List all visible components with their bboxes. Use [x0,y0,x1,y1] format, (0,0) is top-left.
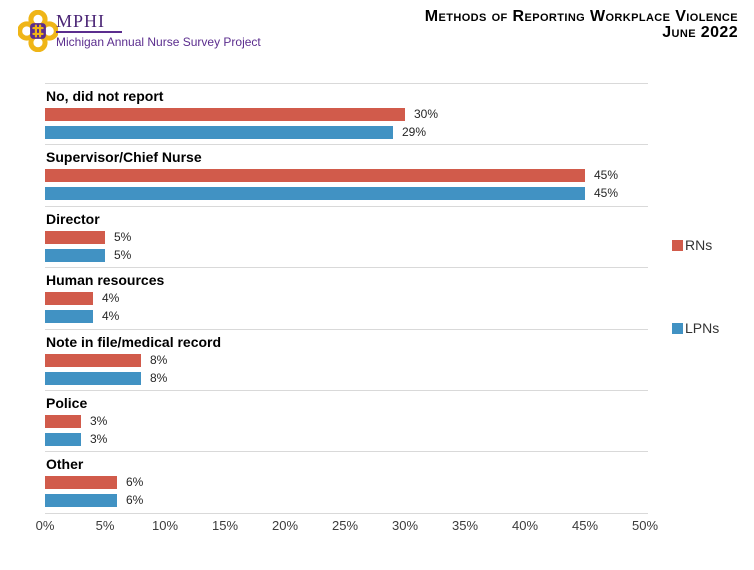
chart-category-row: Human resources 4% 4% [45,267,648,329]
bar-lpns [45,126,393,139]
bar-value-rns: 8% [150,352,168,367]
category-label: Supervisor/Chief Nurse [46,149,202,166]
x-axis-tick-label: 0% [35,518,55,533]
chart-category-row: Police 3% 3% [45,390,648,452]
legend-item-lpns: LPNs [672,320,719,336]
bar-lpns [45,371,141,385]
bar-value-rns: 5% [114,229,132,244]
bar-rns [45,108,405,121]
category-label: Other [46,456,84,473]
bar-lpns [45,494,117,508]
rns-legend-label: RNs [685,237,713,253]
x-axis-tick-label: 30% [391,518,419,533]
bar-value-rns: 30% [414,107,439,121]
bar-value-lpns: 5% [114,247,132,262]
logo-text-block: MPHI Michigan Annual Nurse Survey Projec… [56,11,261,49]
bar-rns [45,230,105,244]
chart-category-row: Other 6% 6% [45,451,648,513]
bar-rns [45,476,117,490]
chart-category-row: Director 5% 5% [45,205,648,268]
bar-value-lpns: 3% [90,432,108,446]
bar-value-lpns: 4% [102,309,120,324]
bar-rns [45,169,585,183]
bar-value-rns: 4% [102,291,120,306]
rns-legend-swatch [672,239,683,251]
category-label: Note in file/medical record [46,333,222,350]
category-label: Human resources [46,272,165,289]
category-label: Police [46,395,88,411]
bar-rns [45,415,81,428]
bar-lpns [45,248,105,262]
lpns-legend-label: LPNs [685,320,720,336]
chart-bottom-separator [45,512,648,514]
bar-value-lpns: 29% [402,125,427,139]
bar-value-lpns: 8% [150,370,168,385]
category-label: No, did not report [46,88,164,104]
bar-rns [45,292,93,306]
x-axis-tick-label: 15% [211,518,239,533]
legend-item-rns: RNs [672,237,712,253]
category-label: Director [46,210,100,227]
x-axis-tick-label: 50% [631,518,659,533]
bar-lpns [45,310,93,324]
x-axis-tick-label: 40% [511,518,539,533]
x-axis-tick-label: 5% [95,518,115,533]
logo-underline [56,31,122,33]
x-axis-tick-label: 35% [451,518,479,533]
page-title-line2: June 2022 [662,24,738,41]
bar-value-lpns: 6% [126,493,144,508]
logo-subtitle: Michigan Annual Nurse Survey Project [56,35,261,49]
bar-lpns [45,433,81,446]
x-axis: 0% 5% 10% 15% 20% 25% 30% 35% 40% 45% 50% [0,518,754,534]
bar-lpns [45,187,585,201]
x-axis-tick-label: 10% [151,518,179,533]
chart-category-row: Note in file/medical record 8% 8% [45,328,648,391]
logo-acronym: MPHI [56,11,106,31]
bar-value-rns: 3% [90,414,108,428]
bar-rns [45,353,141,367]
x-axis-tick-label: 20% [271,518,299,533]
page-title-line1: Methods of Reporting Workplace Violence [424,8,738,25]
bar-value-lpns: 45% [594,186,619,201]
bar-value-rns: 45% [594,168,619,183]
x-axis-tick-label: 45% [571,518,599,533]
chart-category-row: No, did not report 30% 29% [45,83,648,145]
lpns-legend-swatch [672,322,683,334]
x-axis-tick-label: 25% [331,518,359,533]
bar-value-rns: 6% [126,475,144,490]
chart-category-row: Supervisor/Chief Nurse 45% 45% [45,144,648,206]
page-title: Methods of Reporting Workplace Violence … [425,8,738,41]
